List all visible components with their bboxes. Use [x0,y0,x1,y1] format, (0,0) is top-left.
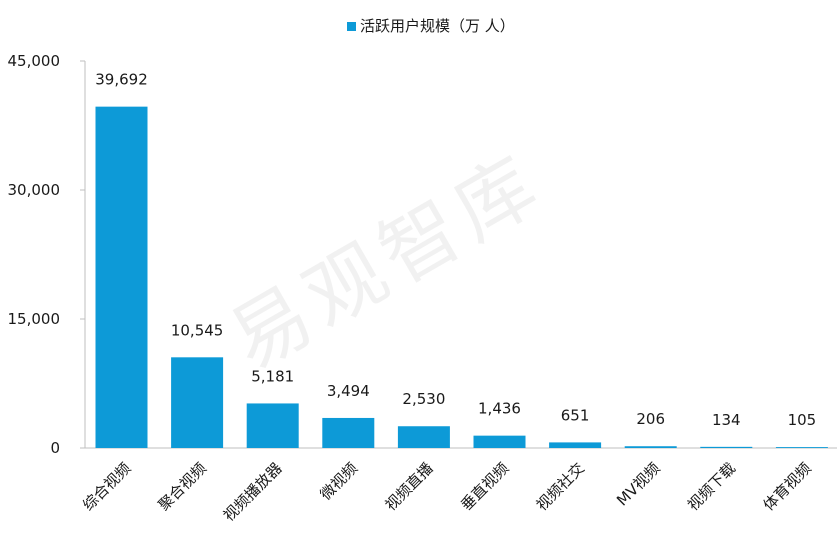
y-axis: 0 15,000 30,000 45,000 [8,52,86,457]
category-label: MV视频 [613,459,663,509]
category-label: 垂直视频 [457,459,512,514]
category-label: 视频播放器 [220,459,286,525]
bar [397,426,450,448]
data-label: 5,181 [251,367,294,385]
watermark: 易观智库 [216,138,559,388]
y-tick-label: 45,000 [8,52,61,70]
bar [549,442,602,448]
data-label: 3,494 [327,382,370,400]
legend-swatch [347,22,356,31]
legend: 活跃用户规模（万 人） [347,17,515,35]
bar [700,446,753,448]
y-tick-label: 30,000 [8,181,61,199]
bar [322,417,375,448]
category-label: 视频直播 [382,459,437,514]
category-label: 聚合视频 [155,459,210,514]
bar [171,357,224,448]
bar [473,435,526,448]
data-label: 10,545 [171,321,224,339]
data-label: 134 [712,411,741,429]
category-labels: 综合视频 聚合视频 视频播放器 微视频 视频直播 垂直视频 视频社交 MV视频 视频下载 体育视频 [79,459,815,525]
bar [246,403,299,448]
category-label: 综合视频 [79,459,134,514]
legend-label: 活跃用户规模（万 人） [360,17,515,35]
watermark-text: 易观智库 [216,138,559,388]
bar [624,446,677,448]
category-label: 视频下载 [684,459,739,514]
data-label: 651 [561,406,590,424]
bars [95,106,828,448]
data-label: 206 [636,410,665,428]
data-labels: 39,692 10,545 5,181 3,494 2,530 1,436 651 206 13… [95,71,816,429]
y-tick-label: 0 [50,439,60,457]
data-label: 39,692 [95,71,148,89]
y-tick-label: 15,000 [8,310,61,328]
data-label: 1,436 [478,400,521,418]
category-label: 微视频 [317,459,362,504]
bar [775,447,828,448]
category-label: 体育视频 [760,459,815,514]
category-label: 视频社交 [533,459,588,514]
data-label: 105 [788,411,817,429]
data-label: 2,530 [402,390,445,408]
bar [95,106,148,448]
